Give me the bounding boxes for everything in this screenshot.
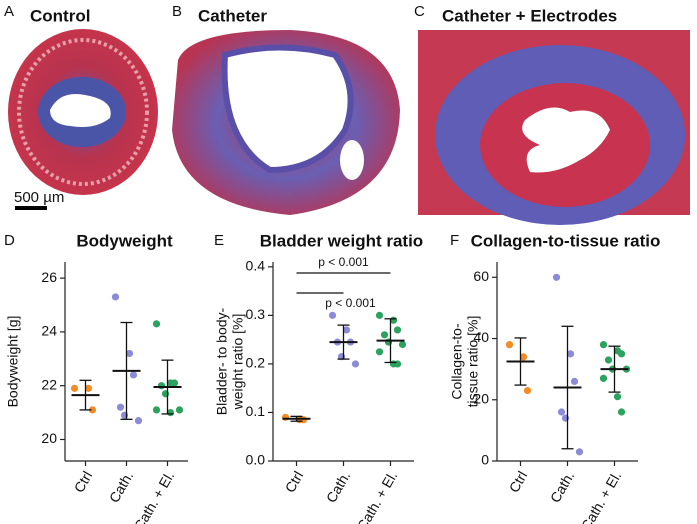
x-tick-label: Ctrl — [282, 468, 307, 495]
data-point — [599, 341, 608, 349]
data-point — [84, 384, 93, 392]
data-point — [375, 311, 384, 319]
data-point — [570, 377, 579, 385]
y-axis-label: Bodyweight [g] — [5, 316, 21, 408]
data-point — [375, 348, 384, 356]
panel-letter: B — [172, 3, 182, 20]
data-point — [125, 349, 134, 358]
data-point — [152, 406, 161, 414]
data-point — [328, 311, 337, 319]
panel-letter: E — [214, 232, 224, 249]
y-tick-label: 0 — [481, 452, 489, 468]
panel-title: Control — [30, 6, 90, 25]
data-point — [617, 408, 626, 416]
y-axis-label: Collagen-to- — [449, 323, 465, 400]
data-point — [557, 408, 566, 416]
x-tick-label: Cath. — [323, 468, 354, 505]
panel-letter: A — [4, 3, 14, 20]
x-tick-label: Ctrl — [506, 468, 531, 495]
data-point — [523, 386, 532, 395]
panel-letter: D — [4, 232, 15, 249]
y-tick-label: 0.1 — [246, 403, 266, 419]
histology-image — [418, 30, 690, 225]
data-point — [175, 406, 184, 414]
data-point — [613, 393, 622, 401]
y-axis-label: Bladder- to body- — [214, 307, 230, 415]
data-point — [575, 448, 584, 456]
x-tick-label: Ctrl — [71, 468, 96, 495]
data-point — [170, 379, 179, 387]
data-point — [398, 340, 407, 349]
y-tick-label: 24 — [41, 323, 57, 339]
panel-title: Catheter + Electrodes — [442, 6, 617, 25]
y-tick-label: 0.4 — [246, 258, 266, 274]
significance-label: p < 0.001 — [318, 255, 369, 269]
data-point — [599, 374, 608, 382]
y-tick-label: 26 — [41, 269, 57, 285]
x-tick-label: Cath. + El. — [578, 468, 625, 524]
scale-bar — [15, 206, 47, 210]
data-point — [134, 417, 143, 425]
x-tick-label: Cath. — [106, 468, 137, 505]
data-point — [505, 341, 514, 349]
y-axis-label: tissue ratio [%] — [465, 316, 481, 408]
scale-bar-label: 500 µm — [14, 189, 64, 206]
y-tick-label: 0.3 — [246, 306, 266, 322]
y-tick-label: 20 — [41, 430, 57, 446]
y-tick-label: 40 — [473, 329, 489, 345]
data-point — [116, 403, 125, 411]
histology-image — [8, 29, 158, 195]
x-tick-label: Cath. + El. — [354, 468, 401, 524]
chart-title: Bladder weight ratio — [260, 231, 423, 250]
data-point — [566, 350, 575, 358]
significance-label: p < 0.001 — [325, 296, 376, 310]
data-point — [393, 326, 402, 334]
data-point — [129, 371, 138, 379]
panel-title: Catheter — [198, 6, 267, 25]
y-tick-label: 60 — [473, 268, 489, 284]
data-point — [111, 293, 120, 301]
data-point — [157, 382, 166, 390]
data-point — [519, 353, 528, 361]
y-tick-label: 0.2 — [246, 355, 266, 371]
data-point — [393, 360, 402, 368]
y-tick-label: 0.0 — [246, 452, 266, 468]
panel-letter: C — [414, 3, 425, 20]
data-point — [88, 406, 97, 414]
data-point — [380, 331, 389, 339]
chart-title: Collagen-to-tissue ratio — [471, 231, 661, 250]
data-point — [604, 356, 613, 364]
panel-letter: F — [450, 232, 459, 249]
chart-title: Bodyweight — [76, 231, 173, 250]
data-point — [152, 320, 161, 328]
data-point — [617, 350, 626, 358]
y-tick-label: 20 — [473, 390, 489, 406]
data-point — [281, 413, 290, 421]
y-axis-label: weight ratio [%] — [230, 314, 246, 411]
histology-image — [172, 30, 400, 215]
y-tick-label: 22 — [41, 376, 57, 392]
x-tick-label: Cath. — [547, 468, 578, 505]
data-point — [342, 326, 351, 334]
x-tick-label: Cath. + El. — [131, 468, 178, 524]
data-point — [552, 273, 561, 281]
data-point — [351, 360, 360, 368]
data-point — [70, 384, 79, 392]
